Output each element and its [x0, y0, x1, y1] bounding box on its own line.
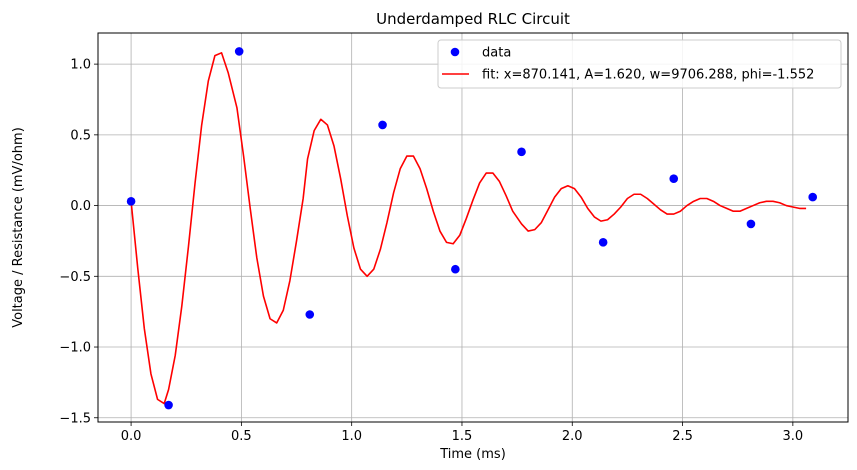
x-tick-label: 1.5	[452, 429, 473, 444]
y-tick-label: −1.5	[59, 411, 91, 426]
data-point	[669, 174, 679, 183]
data-point	[517, 147, 526, 157]
fit-line	[130, 52, 807, 405]
points-layer	[126, 47, 818, 410]
data-point	[164, 400, 173, 410]
x-tick-label: 2.0	[562, 429, 583, 444]
x-tick-label: 2.5	[672, 429, 693, 444]
data-point	[598, 238, 608, 247]
plot-frame	[97, 32, 849, 423]
fit-layer	[130, 52, 807, 405]
data-point	[451, 264, 460, 274]
x-tick-label: 3.0	[783, 429, 804, 444]
grid-layer	[98, 33, 848, 422]
x-axis: 0.0 0.5 1.0 1.5 2.0 2.5 3.0	[121, 422, 803, 444]
data-point	[126, 197, 136, 206]
legend-fit-label: fit: x=870.141, A=1.620, w=9706.288, phi…	[482, 68, 814, 83]
data-point	[305, 310, 315, 319]
y-tick-label: −0.5	[59, 270, 91, 285]
y-tick-label: 0.0	[70, 199, 91, 214]
y-axis-label: Voltage / Resistance (mV/ohm)	[11, 127, 26, 328]
data-point	[808, 192, 818, 202]
data-point	[746, 219, 756, 229]
x-tick-label: 1.0	[341, 429, 362, 444]
x-axis-label: Time (ms)	[439, 447, 506, 462]
legend-box	[437, 39, 842, 89]
y-tick-label: −1.0	[59, 341, 91, 356]
data-point	[234, 47, 244, 56]
legend-data-marker	[450, 47, 460, 57]
y-tick-label: 0.5	[70, 128, 91, 143]
chart-title: Underdamped RLC Circuit	[376, 10, 570, 28]
legend-data-label: data	[482, 46, 511, 61]
y-tick-label: 1.0	[70, 58, 91, 73]
x-tick-label: 0.0	[121, 429, 142, 444]
legend: data fit: x=870.141, A=1.620, w=9706.288,…	[437, 39, 842, 89]
y-axis: −1.5 −1.0 −0.5 0.0 0.5 1.0	[59, 58, 98, 426]
data-point	[378, 120, 387, 130]
x-tick-label: 0.5	[231, 429, 252, 444]
